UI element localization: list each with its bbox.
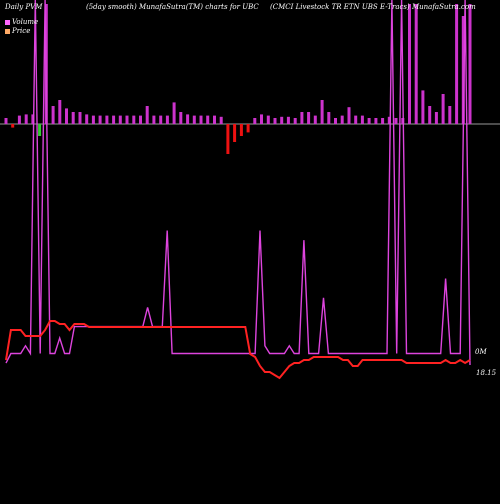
volume-bar [434, 112, 438, 124]
volume-line [5, 0, 471, 366]
volume-bar [132, 115, 136, 124]
volume-bar [24, 114, 28, 124]
volume-bar [98, 115, 102, 124]
volume-bar [38, 124, 42, 136]
volume-bar [441, 94, 445, 124]
volume-bar [320, 100, 324, 124]
volume-bar [91, 115, 95, 124]
volume-bar [461, 16, 465, 124]
volume-bar [65, 108, 68, 124]
volume-bar [448, 106, 452, 124]
volume-bar [468, 4, 472, 124]
volume-bar [374, 118, 378, 124]
volume-bar [327, 112, 331, 124]
volume-bar [145, 106, 149, 124]
price-line [5, 320, 471, 380]
volume-bar [199, 115, 203, 124]
volume-bar [11, 124, 15, 128]
volume-bar [381, 118, 385, 124]
volume-bar [300, 112, 304, 124]
volume-bar [71, 112, 75, 124]
price-last-label: 18.15 [476, 369, 497, 377]
volume-bar [347, 107, 351, 124]
legend-volume-swatch [5, 19, 10, 25]
volume-bar [51, 106, 55, 124]
volume-bar [334, 118, 337, 124]
volume-bar [58, 100, 62, 124]
volume-bar [31, 114, 35, 124]
volume-bar [455, 4, 459, 124]
volume-bar [118, 115, 122, 124]
volume-bar [340, 115, 344, 124]
volume-bar [414, 4, 418, 124]
volume-bar [85, 114, 89, 124]
volume-bar [387, 116, 391, 124]
volume-bar [367, 118, 371, 124]
legend-volume: Volume [5, 18, 38, 26]
chart-header-title: (5day smooth) MunafaSutra(TM) charts for… [86, 3, 259, 11]
volume-bar [159, 115, 163, 124]
volume-bar [105, 115, 109, 124]
volume-bar [266, 115, 270, 124]
volume-bar [360, 115, 364, 124]
chart-header-left: Daily PVM [5, 3, 43, 11]
volume-bar [286, 116, 290, 124]
legend-price-swatch [5, 28, 10, 34]
volume-bar [233, 124, 237, 142]
legend-volume-label: Volume [12, 18, 39, 26]
volume-bar [172, 102, 176, 124]
volume-bar [354, 115, 358, 124]
volume-bar [152, 115, 156, 124]
volume-bar [112, 115, 116, 124]
volume-bar [246, 124, 250, 133]
volume-bar [307, 112, 311, 124]
legend-price-label: Price [12, 27, 31, 35]
volume-bar [17, 115, 21, 124]
chart-header-right: (CMCI Livestock TR ETN UBS E-Tracs) Muna… [270, 3, 476, 11]
volume-bar [280, 116, 284, 124]
volume-bar [394, 118, 398, 124]
volume-bar [213, 115, 216, 124]
volume-bar [313, 115, 317, 124]
volume-bar [125, 115, 129, 124]
volume-bar [253, 118, 257, 124]
volume-bar [219, 116, 223, 124]
volume-bar [408, 4, 411, 124]
volume-bar [139, 115, 142, 124]
volume-bar [428, 106, 432, 124]
volume-bar [239, 124, 243, 136]
volume-bar [293, 118, 297, 124]
volume-bar [4, 118, 8, 124]
volume-bar [78, 112, 82, 124]
volume-bar [260, 114, 263, 124]
volume-last-label: 0M [475, 348, 487, 356]
volume-bar [192, 115, 196, 124]
volume-bar [165, 115, 169, 124]
volume-bar [179, 112, 183, 124]
legend-price: Price [5, 27, 30, 35]
volume-bar [206, 115, 210, 124]
volume-bar [273, 118, 277, 124]
volume-bar [186, 114, 190, 124]
volume-bar [226, 124, 230, 154]
volume-bar [421, 90, 425, 124]
